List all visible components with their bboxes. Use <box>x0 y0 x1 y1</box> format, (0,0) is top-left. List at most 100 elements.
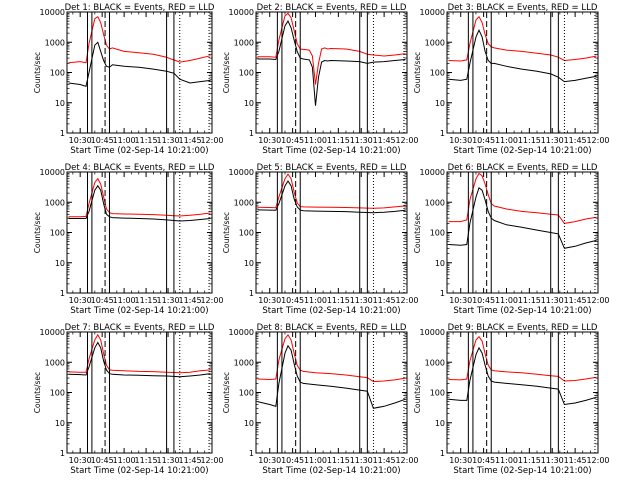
lld-series-line <box>448 172 597 224</box>
lld-series-line <box>257 173 406 209</box>
x-tick-label: 11:30 <box>157 296 180 305</box>
y-tick-label: 100 <box>430 69 445 78</box>
x-axis-title: Start Time (02-Sep-14 10:21:00) <box>453 306 591 316</box>
x-tick-label: 11:30 <box>157 136 180 145</box>
x-tick-label: 12:00 <box>200 456 223 465</box>
x-tick-label: 11:00 <box>495 456 518 465</box>
y-tick-label: 100 <box>50 389 65 398</box>
y-tick-label: 1000 <box>425 38 445 47</box>
x-tick-label: 11:45 <box>373 136 396 145</box>
x-tick-label: 10:45 <box>91 296 114 305</box>
y-axis-title: Counts/sec <box>413 372 422 413</box>
x-tick-label: 10:30 <box>258 136 281 145</box>
x-tick-label: 12:00 <box>395 296 418 305</box>
x-tick-label: 11:15 <box>327 456 350 465</box>
x-tick-label: 12:00 <box>586 136 609 145</box>
x-tick-label: 11:15 <box>518 136 541 145</box>
plot-frame <box>446 11 599 134</box>
chart-title: Det 5: BLACK = Events, RED = LLD <box>257 163 407 173</box>
x-tick-label: 10:30 <box>69 296 92 305</box>
plot-data <box>257 173 406 214</box>
x-tick-label: 10:30 <box>258 296 281 305</box>
plot-frame <box>66 171 213 294</box>
y-tick-label: 10 <box>435 419 445 428</box>
x-tick-label: 11:15 <box>135 296 158 305</box>
y-tick-label: 1000 <box>45 358 65 367</box>
x-tick-label: 10:30 <box>449 456 472 465</box>
y-tick-label: 1000 <box>425 358 445 367</box>
y-tick-label: 10 <box>435 99 445 108</box>
lld-series-line <box>448 15 597 62</box>
x-tick-label: 11:15 <box>327 136 350 145</box>
lld-series-line <box>68 15 211 64</box>
x-tick-label: 12:00 <box>395 456 418 465</box>
x-axis-title: Start Time (02-Sep-14 10:21:00) <box>262 146 400 156</box>
plot-frame <box>446 171 599 294</box>
y-axis-title: Counts/sec <box>413 52 422 93</box>
x-tick-label: 10:45 <box>91 456 114 465</box>
plot-data <box>257 12 406 106</box>
chart-title: Det 8: BLACK = Events, RED = LLD <box>257 323 407 333</box>
x-tick-label: 11:30 <box>350 456 373 465</box>
x-tick-label: 10:30 <box>69 456 92 465</box>
y-axis-title: Counts/sec <box>33 52 42 93</box>
x-tick-label: 12:00 <box>200 136 223 145</box>
events-series-line <box>257 180 406 214</box>
y-tick-label: 1000 <box>234 198 254 207</box>
x-tick-label: 10:30 <box>69 136 92 145</box>
x-tick-label: 11:45 <box>178 136 201 145</box>
x-axis-title: Start Time (02-Sep-14 10:21:00) <box>262 466 400 476</box>
x-tick-label: 10:45 <box>472 456 495 465</box>
x-tick-label: 10:30 <box>258 456 281 465</box>
y-tick-label: 1000 <box>234 38 254 47</box>
y-tick-label: 10000 <box>40 168 65 177</box>
x-tick-label: 10:45 <box>281 296 304 305</box>
x-tick-label: 11:30 <box>541 136 564 145</box>
x-tick-label: 11:00 <box>304 456 327 465</box>
y-tick-label: 1 <box>440 289 445 298</box>
y-axis-title: Counts/sec <box>413 212 422 253</box>
events-series-line <box>257 344 406 409</box>
y-axis-title: Counts/sec <box>222 212 231 253</box>
x-tick-label: 11:15 <box>135 136 158 145</box>
y-tick-label: 10000 <box>40 8 65 17</box>
plot-frame <box>66 331 213 454</box>
y-axis-title: Counts/sec <box>222 372 231 413</box>
lld-series-line <box>257 12 406 85</box>
x-axis-title: Start Time (02-Sep-14 10:21:00) <box>453 466 591 476</box>
y-tick-label: 1000 <box>45 38 65 47</box>
y-axis-title: Counts/sec <box>222 52 231 93</box>
x-tick-label: 11:30 <box>157 456 180 465</box>
plot-data <box>257 334 406 409</box>
y-tick-label: 10 <box>244 419 254 428</box>
y-tick-label: 10 <box>244 259 254 268</box>
chart-panel-2: 1 10 100 1000 10000 10:30 10:45 11:00 11:15 11:30… <box>222 3 419 156</box>
y-tick-label: 10 <box>244 99 254 108</box>
x-tick-label: 10:45 <box>91 136 114 145</box>
y-tick-label: 1 <box>249 129 254 138</box>
y-tick-label: 10000 <box>40 328 65 337</box>
y-tick-label: 10000 <box>420 8 445 17</box>
x-tick-label: 11:00 <box>113 296 136 305</box>
x-tick-label: 12:00 <box>395 136 418 145</box>
chart-title: Det 6: BLACK = Events, RED = LLD <box>448 163 598 173</box>
y-axis-title: Counts/sec <box>33 372 42 413</box>
plot-frame <box>255 171 408 294</box>
chart-panel-4: 1 10 100 1000 10000 10:3010:4511:0011:1511:30… <box>33 163 224 316</box>
x-tick-label: 11:00 <box>113 456 136 465</box>
lld-series-line <box>68 177 211 218</box>
x-tick-label: 10:30 <box>449 296 472 305</box>
events-series-line <box>448 346 597 406</box>
x-tick-label: 10:45 <box>472 136 495 145</box>
events-series-line <box>257 20 406 106</box>
chart-title: Det 7: BLACK = Events, RED = LLD <box>65 323 215 333</box>
x-tick-label: 11:45 <box>564 136 587 145</box>
y-tick-label: 10000 <box>229 8 254 17</box>
events-series-line <box>68 341 211 378</box>
x-tick-label: 11:45 <box>373 456 396 465</box>
plot-frame <box>255 11 408 134</box>
x-tick-label: 11:15 <box>135 456 158 465</box>
chart-panel-8: 1 10 100 1000 10000 10:30 10:45 11:00 11:15 11:30… <box>222 323 419 476</box>
y-tick-label: 100 <box>239 389 254 398</box>
x-tick-label: 11:00 <box>495 136 518 145</box>
